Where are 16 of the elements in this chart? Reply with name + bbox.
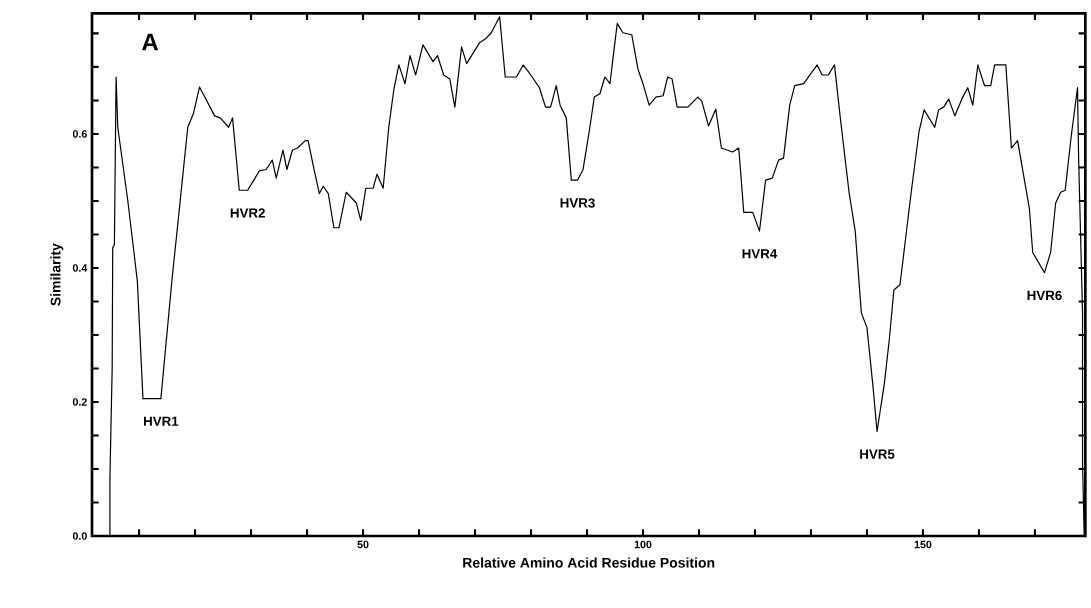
annotation: HVR1 xyxy=(143,416,179,426)
annotation: A xyxy=(142,33,159,51)
annotation: HVR4 xyxy=(742,249,778,259)
y-axis-title: Similarity xyxy=(50,243,64,306)
y-tick-label: 0.0 xyxy=(72,532,87,540)
annotation: HVR6 xyxy=(1027,290,1062,301)
x-tick-label: 100 xyxy=(634,540,652,549)
annotation: HVR3 xyxy=(560,198,595,208)
annotation: HVR2 xyxy=(230,208,265,218)
y-tick-label: 0.4 xyxy=(72,264,88,272)
x-axis-title: Relative Amino Acid Residue Position xyxy=(463,557,715,568)
annotation: HVR5 xyxy=(860,449,895,459)
x-tick-label: 50 xyxy=(357,540,369,549)
x-tick-label: 150 xyxy=(914,540,932,549)
y-tick-label: 0.6 xyxy=(72,130,87,138)
y-tick-label: 0.2 xyxy=(72,398,87,406)
